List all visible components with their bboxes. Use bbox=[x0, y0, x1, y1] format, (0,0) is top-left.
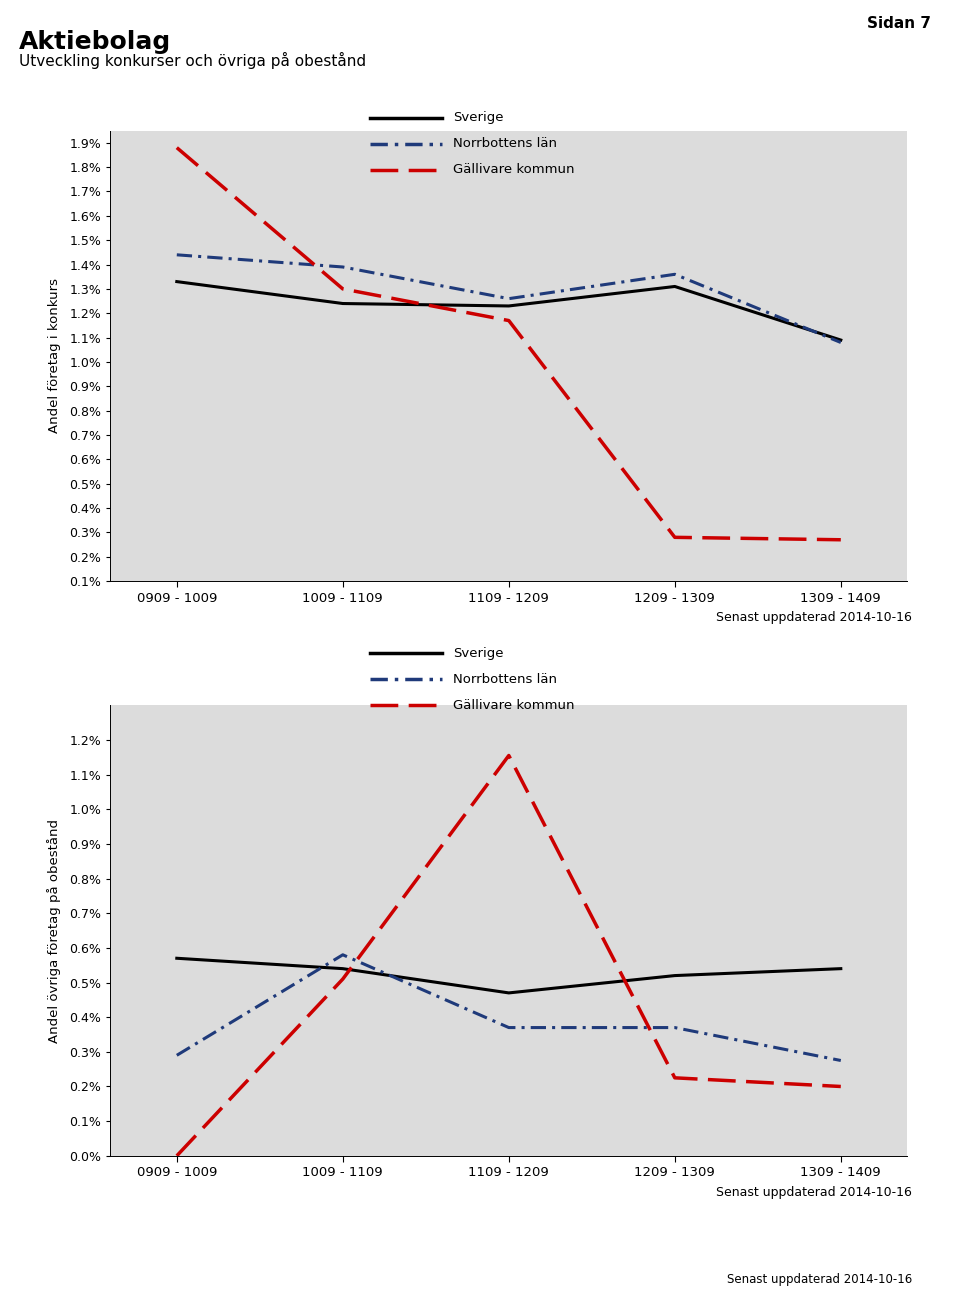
Text: Senast uppdaterad 2014-10-16: Senast uppdaterad 2014-10-16 bbox=[716, 1186, 912, 1199]
Y-axis label: Andel företag i konkurs: Andel företag i konkurs bbox=[48, 278, 61, 434]
Text: Senast uppdaterad 2014-10-16: Senast uppdaterad 2014-10-16 bbox=[727, 1273, 912, 1286]
Text: Gällivare kommun: Gällivare kommun bbox=[453, 163, 575, 176]
Y-axis label: Andel övriga företag på obestånd: Andel övriga företag på obestånd bbox=[47, 819, 61, 1042]
Text: Aktiebolag: Aktiebolag bbox=[19, 30, 172, 54]
Text: Sverige: Sverige bbox=[453, 111, 504, 124]
Text: Utveckling konkurser och övriga på obestånd: Utveckling konkurser och övriga på obest… bbox=[19, 52, 367, 69]
Text: Sverige: Sverige bbox=[453, 646, 504, 660]
Text: Norrbottens län: Norrbottens län bbox=[453, 137, 557, 150]
Text: Gällivare kommun: Gällivare kommun bbox=[453, 699, 575, 712]
Text: Sidan 7: Sidan 7 bbox=[867, 16, 931, 30]
Text: Senast uppdaterad 2014-10-16: Senast uppdaterad 2014-10-16 bbox=[716, 611, 912, 624]
Text: Norrbottens län: Norrbottens län bbox=[453, 673, 557, 686]
